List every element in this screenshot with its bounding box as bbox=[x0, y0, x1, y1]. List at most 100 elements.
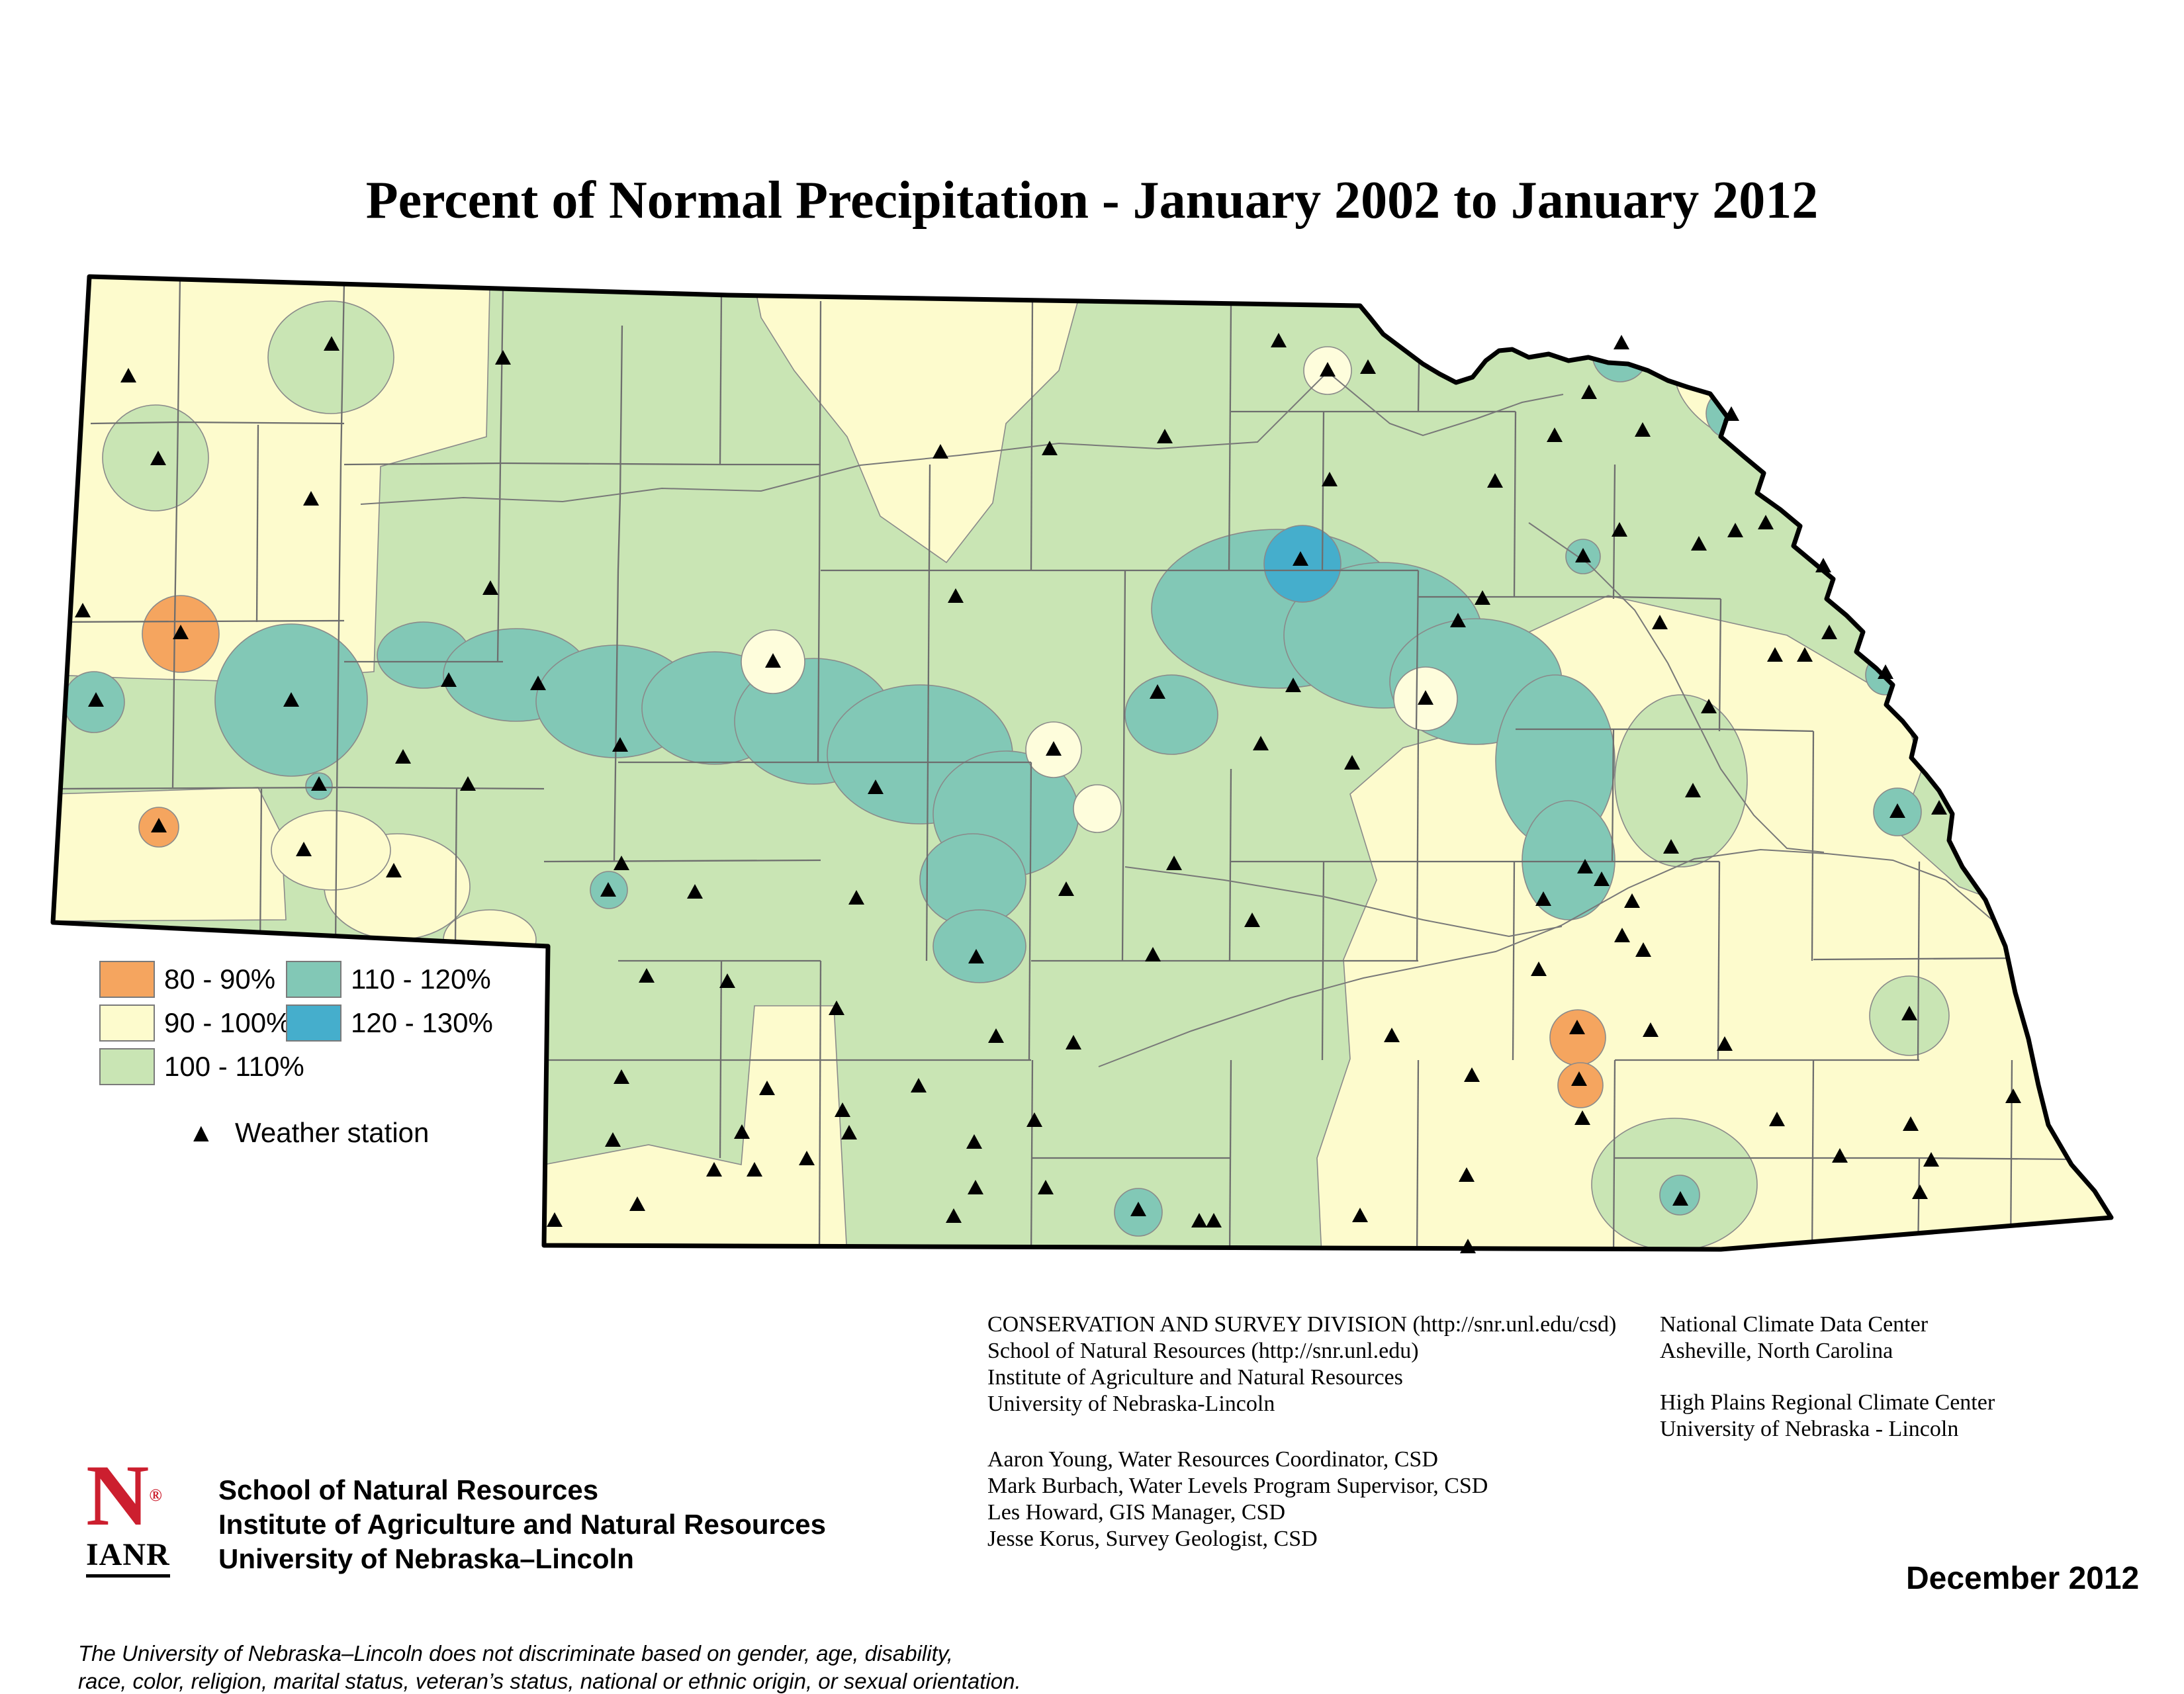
weather-station-icon bbox=[1459, 1167, 1475, 1182]
weather-station-icon bbox=[1293, 551, 1308, 566]
weather-station-icon bbox=[1577, 859, 1593, 873]
credit-line: Institute of Agriculture and Natural Res… bbox=[987, 1365, 1403, 1390]
weather-station-icon bbox=[441, 672, 457, 687]
county-line bbox=[1228, 768, 1232, 961]
weather-station-icon bbox=[1038, 1180, 1054, 1194]
weather-station-icon bbox=[1758, 515, 1774, 529]
credit-line: Jesse Korus, Survey Geologist, CSD bbox=[987, 1527, 1318, 1551]
weather-station-icon bbox=[173, 625, 189, 639]
county-line bbox=[1321, 411, 1325, 571]
weather-station-icon bbox=[1418, 690, 1433, 705]
weather-station-icon bbox=[706, 1162, 722, 1177]
weather-station-icon bbox=[1701, 699, 1717, 713]
weather-station-icon bbox=[868, 780, 884, 794]
weather-station-icon bbox=[1574, 1110, 1590, 1125]
county-line bbox=[334, 281, 345, 944]
weather-station-icon bbox=[968, 949, 984, 963]
county-line bbox=[1612, 1059, 1616, 1249]
weather-station-icon bbox=[1206, 1213, 1222, 1227]
credits-csd: CONSERVATION AND SURVEY DIVISION (http:/… bbox=[987, 1312, 1616, 1417]
weather-station-icon bbox=[614, 1069, 629, 1084]
weather-station-icon bbox=[1923, 1152, 1939, 1167]
weather-station-icon bbox=[848, 890, 864, 905]
weather-station-icon bbox=[1832, 1148, 1848, 1163]
river-line bbox=[1098, 848, 2013, 1067]
precip-region-cream bbox=[1073, 784, 1122, 833]
weather-station-icon bbox=[1344, 755, 1360, 770]
weather-station-icon bbox=[687, 884, 703, 899]
weather-station-icon bbox=[629, 1196, 645, 1211]
unl-logo-icon: N® bbox=[86, 1447, 162, 1544]
county-line bbox=[1718, 598, 1722, 732]
legend-label-80-90: 80 - 90% bbox=[164, 963, 276, 995]
legend-swatch-90-100 bbox=[99, 1004, 155, 1042]
weather-station-icon: ▲ bbox=[188, 1118, 214, 1147]
weather-station-icon bbox=[799, 1151, 815, 1165]
weather-station-icon bbox=[933, 444, 948, 459]
county-line bbox=[496, 289, 504, 662]
weather-station-icon bbox=[747, 1162, 762, 1177]
county-line bbox=[613, 325, 623, 862]
weather-station-icon bbox=[1450, 613, 1466, 627]
weather-station-icon bbox=[460, 776, 476, 791]
weather-station-icon bbox=[296, 842, 312, 856]
weather-station-icon bbox=[1058, 881, 1074, 896]
weather-station-icon bbox=[2005, 1089, 2021, 1103]
weather-station-icon bbox=[1901, 1006, 1917, 1020]
weather-station-icon bbox=[1046, 741, 1062, 756]
county-line bbox=[1513, 411, 1517, 598]
weather-station-icon bbox=[605, 1132, 621, 1147]
org-line-unl: University of Nebraska–Lincoln bbox=[218, 1543, 634, 1574]
credit-line: Les Howard, GIS Manager, CSD bbox=[987, 1500, 1286, 1525]
county-line bbox=[1028, 762, 1032, 1061]
weather-station-icon bbox=[1769, 1112, 1785, 1126]
county-line bbox=[343, 462, 821, 466]
credit-line: Aaron Young, Water Resources Coordinator… bbox=[987, 1447, 1438, 1472]
weather-station-icon bbox=[1150, 684, 1165, 699]
ianr-logo-text: IANR bbox=[86, 1537, 170, 1578]
weather-station-icon bbox=[1145, 947, 1161, 961]
county-line bbox=[818, 960, 822, 1249]
weather-station-icon bbox=[1635, 422, 1651, 437]
weather-station-icon bbox=[1166, 856, 1182, 870]
weather-station-icon bbox=[1797, 647, 1813, 662]
legend-label-100-110: 100 - 110% bbox=[164, 1051, 304, 1082]
precip-region-green bbox=[1614, 694, 1748, 868]
weather-station-icon bbox=[1384, 1028, 1400, 1042]
weather-station-icon bbox=[1066, 1035, 1081, 1049]
weather-station-icon bbox=[988, 1028, 1004, 1043]
weather-station-icon bbox=[1360, 359, 1376, 374]
county-line bbox=[255, 424, 259, 623]
weather-station-icon bbox=[1663, 839, 1679, 854]
weather-station-icon bbox=[835, 1102, 850, 1117]
weather-station-icon bbox=[719, 973, 735, 988]
weather-station-icon bbox=[612, 737, 628, 752]
weather-station-icon bbox=[1475, 590, 1490, 605]
map-date: December 2012 bbox=[1906, 1561, 2140, 1596]
weather-station-icon bbox=[1571, 1071, 1587, 1086]
weather-station-icon bbox=[946, 1208, 962, 1223]
county-line bbox=[1516, 728, 1814, 733]
weather-station-icon bbox=[1821, 625, 1837, 639]
county-line bbox=[1917, 861, 1921, 1061]
registered-mark: ® bbox=[149, 1486, 162, 1505]
legend-label-120-130: 120 - 130% bbox=[351, 1007, 493, 1038]
credit-line: Mark Burbach, Water Levels Program Super… bbox=[987, 1474, 1488, 1498]
weather-station-icon bbox=[1320, 362, 1336, 377]
credit-line: University of Nebraska-Lincoln bbox=[987, 1392, 1275, 1416]
county-line bbox=[1030, 298, 1034, 571]
legend-label-110-120: 110 - 120% bbox=[351, 963, 491, 995]
weather-station-icon bbox=[1253, 736, 1269, 750]
weather-station-icon bbox=[1612, 522, 1627, 537]
weather-station-icon bbox=[120, 368, 136, 382]
weather-station-icon bbox=[303, 491, 319, 506]
weather-station-icon bbox=[1594, 871, 1610, 886]
weather-station-icon bbox=[311, 776, 327, 791]
weather-station-icon bbox=[1912, 1184, 1928, 1199]
legend-swatch-80-90 bbox=[99, 961, 155, 998]
weather-station-icon bbox=[1460, 1239, 1476, 1253]
weather-station-icon bbox=[759, 1081, 775, 1095]
weather-station-icon bbox=[530, 676, 546, 690]
weather-station-icon bbox=[1352, 1208, 1368, 1222]
weather-station-icon bbox=[1903, 1116, 1919, 1131]
